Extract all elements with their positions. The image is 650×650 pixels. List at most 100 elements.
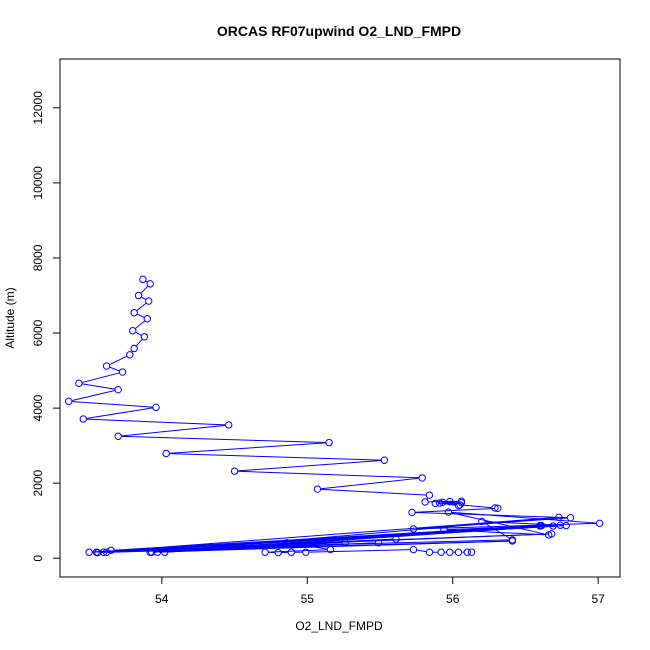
series-line-segment [416,549,427,553]
data-point [444,508,453,516]
series-line-segment [320,488,426,496]
data-point [562,521,570,530]
series-line-segment [238,460,381,472]
data-point [146,548,154,556]
data-point [467,548,476,556]
series-line-segment [121,424,226,437]
data-point [140,333,149,341]
data-point [440,526,448,534]
series-line-segment [145,280,148,283]
data-point [547,530,556,538]
data-point [392,535,400,543]
series-line-segment [86,418,226,426]
x-tick-label: 54 [155,592,169,606]
series-line-segment [136,339,143,347]
data-point [153,548,162,556]
data-point [408,508,416,517]
series-line-segment [160,542,342,553]
data-point [118,368,127,376]
series-line-segment [109,366,120,372]
data-point [438,498,447,507]
data-point [456,501,464,509]
data-point [114,385,122,394]
series-line-segment [451,511,597,524]
data-point [508,537,517,545]
data-point [595,519,604,528]
x-tick-label: 57 [592,592,606,606]
data-point [85,548,93,556]
series-line-segment [290,542,328,550]
data-point [418,474,426,482]
data-point [79,415,87,423]
data-point [313,485,322,493]
series-line-segment [72,401,153,408]
data-point [145,297,153,305]
data-point [380,456,389,464]
series-line-segment [169,442,326,454]
series-line-segment [136,302,147,311]
data-point [446,548,454,556]
data-point [566,513,575,522]
x-tick-label: 55 [301,592,315,606]
plot-frame [59,58,621,578]
data-point [114,432,122,440]
data-point [556,521,565,529]
series-line-segment [309,549,410,553]
data-point [65,397,73,406]
data-point [152,403,160,412]
data-point [102,362,111,370]
y-tick-label: 10000 [31,166,45,200]
series-line-segment [268,549,328,553]
y-tick-label: 2000 [31,469,45,496]
data-point [326,545,335,554]
series-line-segment [463,504,492,509]
y-tick-label: 8000 [31,244,45,271]
data-point [130,344,138,353]
data-point [446,497,454,506]
data-point [421,498,429,506]
data-point [341,538,349,547]
y-axis: 0 2000 4000 6000 8000 10000 12000 [31,91,60,562]
data-point [207,542,215,551]
series-line-segment [82,383,115,390]
series-line-segment [109,355,127,365]
y-tick-label: 0 [31,555,45,562]
data-point [102,548,111,556]
series-line-segment [110,538,393,553]
data-point [230,467,239,475]
series-line-segment [140,285,149,294]
data-point [274,548,282,557]
data-point [431,499,439,508]
data-point [494,504,502,513]
series-line-segment [135,320,145,329]
data-point [261,548,269,556]
data-point [409,545,418,554]
series-line-segment [86,407,153,419]
series-line-segment [415,507,495,513]
series-line-segment [82,372,120,383]
series-line-segment [72,390,115,402]
series-line-segment [169,453,381,461]
series-line-segment [121,435,326,444]
data-point [126,351,134,359]
data-point [435,499,444,507]
series-line-segment [238,470,419,479]
data-point [139,275,147,284]
data-point [537,521,546,530]
data-point [491,504,499,512]
data-point [134,291,143,300]
data-point [409,525,418,533]
series-line-segment [135,331,142,336]
data-point [225,421,233,429]
x-tick-label: 56 [446,592,460,606]
data-point [374,539,383,547]
x-axis: 54 55 56 57 [155,577,605,606]
series-line-segment [155,517,556,553]
y-tick-label: 4000 [31,394,45,421]
data-point [437,548,445,556]
series-line-segment [451,512,546,535]
data-point [94,548,102,557]
data-point [146,280,154,288]
data-point [75,379,83,388]
data-point [555,513,563,522]
